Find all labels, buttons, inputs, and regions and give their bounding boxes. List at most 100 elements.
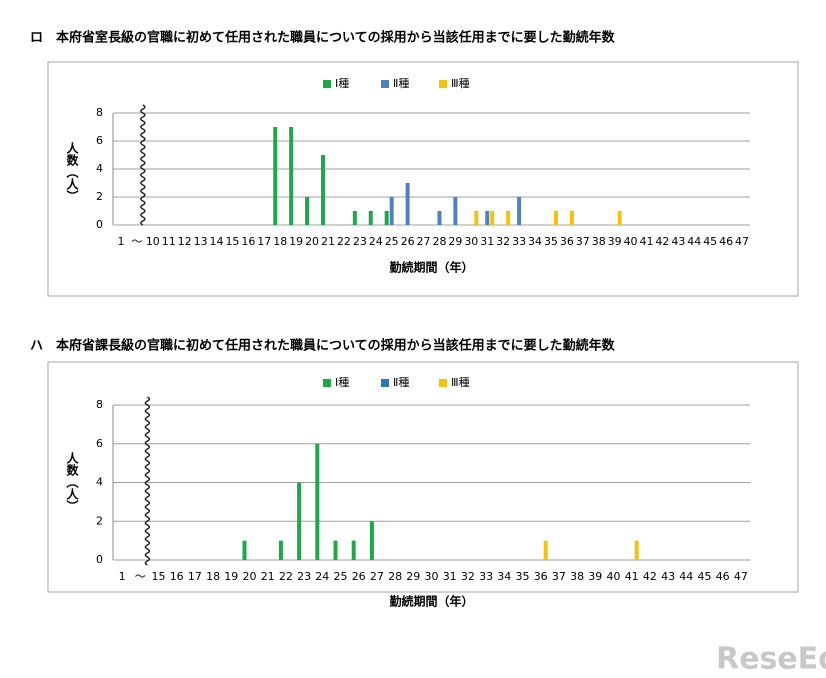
x-tick-label: 23 [353, 235, 367, 248]
y-axis-label: 人数（人） [65, 451, 79, 512]
bar [453, 197, 458, 225]
x-tick-label: 43 [661, 570, 675, 583]
y-tick-label: 8 [96, 106, 103, 119]
x-tick-label: 35 [544, 235, 558, 248]
x-tick-label: 1 [117, 235, 124, 248]
x-tick-label: 38 [592, 235, 606, 248]
x-tick-label: 1 [119, 570, 126, 583]
x-tick-label: 22 [337, 235, 351, 248]
x-axis-label: 勤続期間（年） [389, 594, 473, 609]
x-tick-label: 38 [570, 570, 584, 583]
x-tick-label: 26 [401, 235, 415, 248]
y-tick-label: 4 [96, 476, 103, 489]
x-tick-label: 26 [352, 570, 366, 583]
bar [315, 443, 320, 560]
x-tick-label: 41 [639, 235, 653, 248]
x-tick-label: 29 [448, 235, 462, 248]
x-tick-label: 21 [321, 235, 335, 248]
x-tick-label: 46 [716, 570, 730, 583]
x-tick-label: 40 [624, 235, 638, 248]
x-tick-label: 25 [385, 235, 399, 248]
legend-label: Ⅱ種 [393, 375, 409, 389]
x-axis-label: 勤続期間（年） [389, 260, 473, 275]
y-tick-label: 8 [96, 398, 103, 411]
chart-title: ハ 本府省課長級の官職に初めて任用された職員についての採用から当該任用までに要し… [30, 338, 616, 354]
legend-label: Ⅰ種 [335, 375, 349, 389]
bar [405, 183, 410, 225]
bar [333, 540, 338, 560]
bar [289, 127, 294, 225]
legend-label: Ⅰ種 [335, 76, 349, 90]
y-tick-label: 6 [96, 437, 103, 450]
x-tick-label: 36 [560, 235, 574, 248]
chart-frame [47, 361, 799, 593]
y-tick-label: 2 [96, 190, 103, 203]
x-tick-label: 42 [643, 570, 657, 583]
legend-swatch [323, 379, 331, 387]
legend-label: Ⅱ種 [393, 76, 409, 90]
bar [490, 211, 495, 225]
bar [506, 211, 511, 225]
x-tick-label: 24 [315, 570, 329, 583]
x-tick-label: 29 [406, 570, 420, 583]
x-tick-label: 28 [388, 570, 402, 583]
x-tick-label: 27 [370, 570, 384, 583]
x-tick-label: 18 [206, 570, 220, 583]
x-tick-label: 10 [146, 235, 160, 248]
bar [273, 127, 278, 225]
x-tick-label: 35 [516, 570, 530, 583]
x-tick-label: 42 [655, 235, 669, 248]
x-tick-label: 28 [432, 235, 446, 248]
x-tick-label: 22 [279, 570, 293, 583]
x-tick-label: 19 [224, 570, 238, 583]
x-tick-label: 33 [512, 235, 526, 248]
chart-title: ロ 本府省室長級の官職に初めて任用された職員についての採用から当該任用までに要し… [30, 30, 616, 46]
x-tick-label: 31 [480, 235, 494, 248]
bar [368, 211, 373, 225]
x-tick-label: 43 [671, 235, 685, 248]
bar [320, 155, 325, 225]
bar [474, 211, 479, 225]
bar [634, 540, 639, 560]
x-tick-label: 11 [162, 235, 176, 248]
bar [369, 521, 374, 560]
x-tick-label: 15 [225, 235, 239, 248]
bar [384, 211, 389, 225]
axis-break [140, 104, 146, 226]
x-tick-label: 45 [698, 570, 712, 583]
legend-swatch [439, 80, 447, 88]
axis-break [144, 396, 151, 566]
x-tick-label: 36 [534, 570, 548, 583]
x-tick-label: 31 [443, 570, 457, 583]
bar [242, 540, 247, 560]
bar [389, 197, 394, 225]
bar [569, 211, 574, 225]
x-tick-label: 32 [496, 235, 510, 248]
bar [617, 211, 622, 225]
x-tick-label: 45 [703, 235, 717, 248]
bar [352, 211, 357, 225]
x-tick-label: 44 [687, 235, 701, 248]
x-tick-label: 34 [497, 570, 511, 583]
x-tick-label: 34 [528, 235, 542, 248]
x-tick-label: 17 [257, 235, 271, 248]
x-tick-label: 37 [552, 570, 566, 583]
x-tick-label: 23 [297, 570, 311, 583]
bar [543, 540, 548, 560]
x-tick-label: 15 [152, 570, 166, 583]
x-tick-label: 44 [679, 570, 693, 583]
x-tick-label: 18 [273, 235, 287, 248]
x-tick-label: 14 [210, 235, 224, 248]
legend-swatch [323, 80, 331, 88]
y-tick-label: 2 [96, 514, 103, 527]
y-tick-label: 4 [96, 162, 103, 175]
x-tick-label: 20 [243, 570, 257, 583]
x-tick-label: 20 [305, 235, 319, 248]
bar [485, 211, 490, 225]
x-tick-label: 16 [241, 235, 255, 248]
x-tick-label: 39 [608, 235, 622, 248]
bar [278, 540, 283, 560]
x-tick-label: 30 [425, 570, 439, 583]
y-tick-label: 0 [96, 553, 103, 566]
